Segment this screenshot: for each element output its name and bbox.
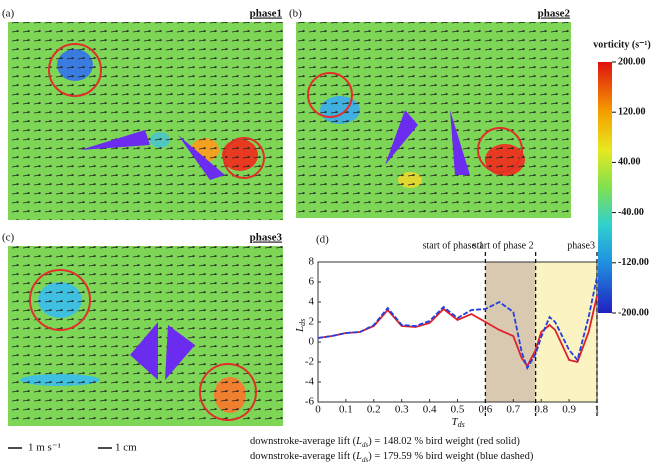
x-tick-label: 0 [315, 404, 321, 416]
colorbar-label: 200.00 [618, 56, 646, 67]
colorbar-label: -40.00 [618, 207, 644, 218]
axis-label: Tds [452, 416, 465, 429]
phase-label: start of phase 2 [473, 240, 534, 251]
note-part: ) = 179.59 % bird weight (blue dashed) [368, 451, 534, 462]
y-tick-label: 6 [309, 276, 315, 288]
colorbar-label: 40.00 [618, 157, 641, 168]
panel-label: (c) [2, 232, 15, 244]
velocity-scale: 1 m s⁻¹ [28, 442, 61, 454]
vorticity-field-c [8, 246, 283, 426]
colorbar-label: 120.00 [618, 106, 646, 117]
note-part: downstroke-average lift ( [250, 436, 357, 447]
vorticity-field-b [296, 22, 571, 218]
axis-label-part: L [294, 326, 306, 333]
colorbar-title: vorticity (s⁻¹) [593, 39, 650, 50]
phase-label: phase3 [567, 240, 595, 251]
lift-note: downstroke-average lift (Lds) = 179.59 %… [250, 451, 534, 463]
axis-label-part: ds [298, 319, 307, 326]
phase-title: phase2 [538, 8, 571, 20]
colorbar-label: -120.00 [618, 257, 649, 268]
y-tick-label: 4 [309, 296, 315, 308]
colorbar [598, 62, 612, 313]
y-tick-label: -4 [305, 376, 315, 388]
length-scale: 1 cm [115, 442, 137, 454]
phase-title: phase3 [250, 232, 283, 244]
axis-label-part: ds [458, 420, 465, 429]
figure: (a) phase1 (b) phase2 (c) phase3 vortici… [0, 0, 662, 465]
x-tick-label: 0.3 [395, 404, 409, 416]
x-tick-label: 0.8 [534, 404, 548, 416]
y-tick-label: 2 [309, 316, 315, 328]
y-tick-label: -6 [305, 396, 315, 408]
y-tick-label: 0 [309, 336, 315, 348]
lift-note: downstroke-average lift (Lds) = 148.02 %… [250, 436, 520, 448]
x-tick-label: 0.5 [451, 404, 465, 416]
note-part: downstroke-average lift ( [250, 451, 357, 462]
phase-region [485, 262, 535, 402]
x-tick-label: 0.9 [562, 404, 576, 416]
axis-label: Lds [294, 319, 307, 333]
panel-label: (d) [316, 234, 329, 246]
phase-title: phase1 [250, 8, 282, 20]
note-part: ) = 148.02 % bird weight (red solid) [368, 436, 520, 447]
panel-label: (b) [289, 8, 302, 20]
colorbar-label: -200.00 [618, 307, 649, 318]
x-tick-label: 0.4 [423, 404, 437, 416]
vorticity-field-a [8, 22, 283, 220]
y-tick-label: -2 [305, 356, 314, 368]
panel-label: (a) [2, 8, 15, 20]
x-tick-label: 0.2 [367, 404, 381, 416]
x-tick-label: 0.7 [506, 404, 520, 416]
y-tick-label: 8 [309, 256, 315, 268]
x-tick-label: 0.1 [339, 404, 353, 416]
